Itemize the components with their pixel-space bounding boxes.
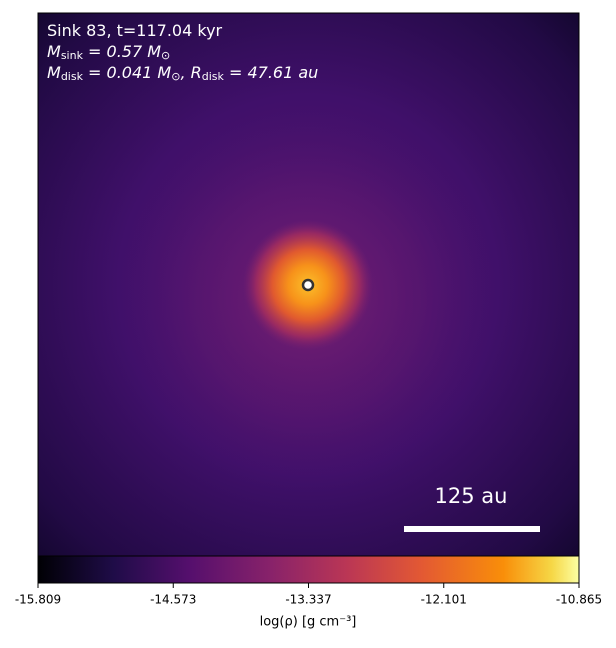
annotation-text: , R xyxy=(180,63,201,82)
annotation-text: M xyxy=(47,42,61,61)
annotation: Mdisk = 0.041 M⊙, Rdisk = 47.61 au xyxy=(47,63,318,84)
scale-bar xyxy=(404,526,540,532)
x-tick-label: -15.809 xyxy=(15,593,61,607)
annotation-sub: ⊙ xyxy=(171,70,180,83)
colorbar-label: log(ρ) [g cm⁻³] xyxy=(260,615,357,630)
annotation-text: Sink 83, t=117.04 kyr xyxy=(47,21,223,40)
annotation-text: M xyxy=(47,63,61,82)
colorbar xyxy=(37,555,580,584)
scale-bar-label: 125 au xyxy=(435,484,508,508)
sink-marker xyxy=(301,278,315,292)
x-tick-label: -13.337 xyxy=(285,593,331,607)
annotation-sub: ⊙ xyxy=(161,49,170,62)
x-tick-label: -14.573 xyxy=(150,593,196,607)
annotation-text: = 0.57 M xyxy=(83,42,161,61)
x-tick-label: -10.865 xyxy=(556,593,602,607)
x-tick-label: -12.101 xyxy=(421,593,467,607)
annotation-text: = 0.041 M xyxy=(83,63,171,82)
annotation: Sink 83, t=117.04 kyr xyxy=(47,21,223,40)
annotation-text: = 47.61 au xyxy=(224,63,318,82)
annotation-sub: disk xyxy=(61,70,84,83)
annotation-sub: sink xyxy=(61,49,84,62)
annotation: Msink = 0.57 M⊙ xyxy=(47,42,170,63)
annotation-sub: disk xyxy=(202,70,225,83)
